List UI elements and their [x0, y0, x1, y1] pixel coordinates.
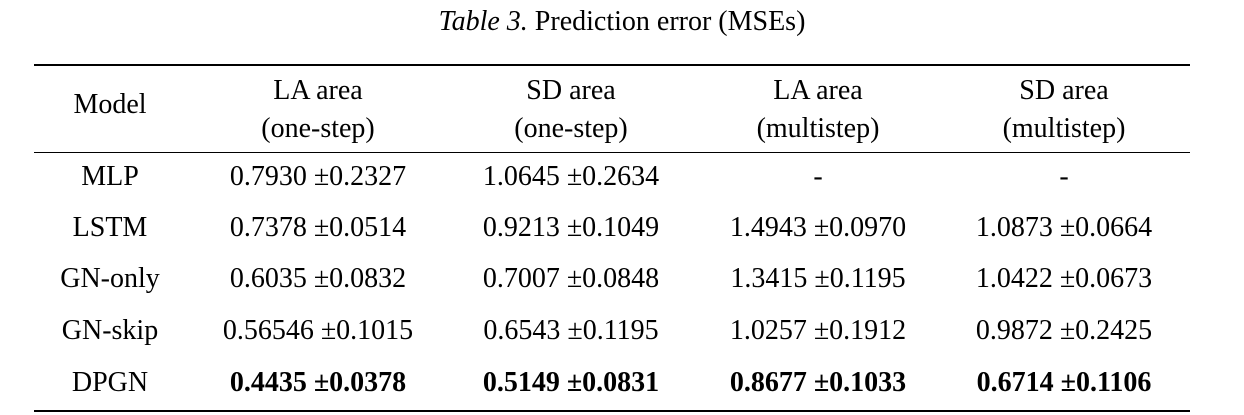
- header-line2: (one-step): [514, 113, 628, 144]
- row-model: LSTM: [72, 212, 148, 243]
- header-la-one-step: LA area (one-step): [261, 72, 375, 150]
- cell-sd-multistep: 1.0873 ±0.0664: [975, 212, 1153, 243]
- table-caption: Table 3. Prediction error (MSEs): [0, 4, 1244, 40]
- cell-la-multistep: 1.0257 ±0.1912: [729, 315, 907, 346]
- row-model: MLP: [81, 161, 139, 192]
- cell-la-one-step: 0.6035 ±0.0832: [229, 263, 407, 294]
- header-line1: LA area: [773, 75, 863, 106]
- header-la-multistep: LA area (multistep): [757, 72, 880, 150]
- caption-title: Prediction error (MSEs): [534, 6, 806, 37]
- header-rule: [34, 152, 1190, 153]
- header-line2: (multistep): [1002, 113, 1126, 144]
- bottom-rule: [34, 410, 1190, 412]
- top-rule: [34, 64, 1190, 66]
- cell-la-one-step: 0.7378 ±0.0514: [229, 212, 407, 243]
- table-row: LSTM 0.7378 ±0.0514 0.9213 ±0.1049 1.494…: [0, 203, 1244, 253]
- row-model: GN-skip: [61, 315, 159, 346]
- cell-sd-one-step: 0.9213 ±0.1049: [482, 212, 660, 243]
- row-model: DPGN: [71, 367, 149, 398]
- header-line1: LA area: [273, 75, 363, 106]
- cell-sd-one-step: 0.5149 ±0.0831: [482, 367, 660, 398]
- cell-sd-multistep: 0.6714 ±0.1106: [976, 367, 1152, 398]
- header-line2: (one-step): [261, 113, 375, 144]
- table-row: GN-skip 0.56546 ±0.1015 0.6543 ±0.1195 1…: [0, 306, 1244, 356]
- cell-sd-multistep: 0.9872 ±0.2425: [975, 315, 1153, 346]
- table-row-best: DPGN 0.4435 ±0.0378 0.5149 ±0.0831 0.867…: [0, 358, 1244, 408]
- cell-sd-one-step: 1.0645 ±0.2634: [482, 161, 660, 192]
- header-line2: (multistep): [756, 113, 880, 144]
- cell-la-multistep: 0.8677 ±0.1033: [729, 367, 907, 398]
- header-line1: SD area: [526, 75, 616, 106]
- cell-la-multistep: 1.4943 ±0.0970: [729, 212, 907, 243]
- cell-la-multistep: -: [813, 161, 823, 192]
- caption-label: Table 3.: [438, 6, 528, 37]
- header-sd-one-step: SD area (one-step): [514, 72, 628, 150]
- table-row: GN-only 0.6035 ±0.0832 0.7007 ±0.0848 1.…: [0, 254, 1244, 304]
- cell-sd-one-step: 0.7007 ±0.0848: [482, 263, 660, 294]
- header-line1: SD area: [1019, 75, 1109, 106]
- cell-la-one-step: 0.4435 ±0.0378: [229, 367, 407, 398]
- table-row: MLP 0.7930 ±0.2327 1.0645 ±0.2634 - -: [0, 152, 1244, 202]
- cell-sd-one-step: 0.6543 ±0.1195: [483, 315, 659, 346]
- header-model: Model: [73, 86, 146, 164]
- cell-sd-multistep: 1.0422 ±0.0673: [975, 263, 1153, 294]
- header-model-label: Model: [73, 89, 147, 120]
- cell-la-one-step: 0.56546 ±0.1015: [222, 315, 414, 346]
- cell-la-one-step: 0.7930 ±0.2327: [229, 161, 407, 192]
- row-model: GN-only: [60, 263, 160, 294]
- cell-la-multistep: 1.3415 ±0.1195: [730, 263, 906, 294]
- header-sd-multistep: SD area (multistep): [1003, 72, 1126, 150]
- cell-sd-multistep: -: [1059, 161, 1069, 192]
